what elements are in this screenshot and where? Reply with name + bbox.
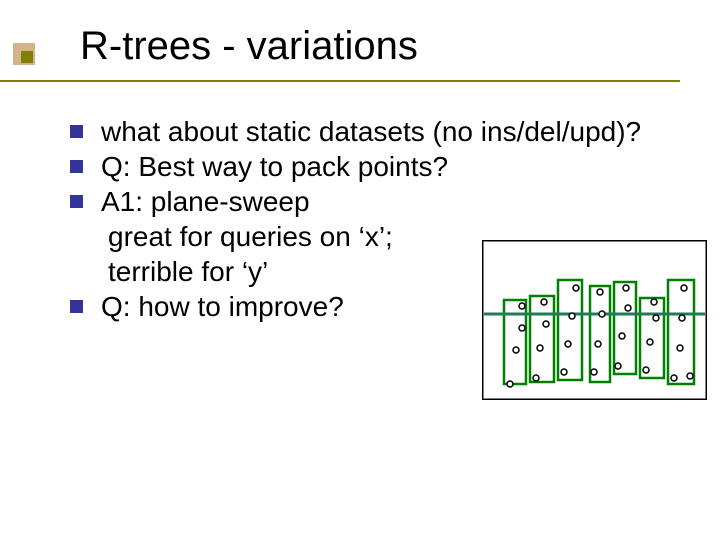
data-point [597, 289, 603, 295]
data-point [513, 347, 519, 353]
data-point [569, 313, 575, 319]
data-point [619, 333, 625, 339]
data-point [647, 339, 653, 345]
square-bullet-icon [70, 160, 83, 173]
data-point [565, 341, 571, 347]
title-bullet-icon [12, 42, 36, 66]
data-point [599, 311, 605, 317]
data-point [681, 285, 687, 291]
packing-diagram [482, 240, 707, 400]
data-point [595, 341, 601, 347]
data-point [561, 369, 567, 375]
bullet-text: A1: plane-sweep [101, 184, 690, 219]
data-point [591, 369, 597, 375]
data-point [679, 315, 685, 321]
title-underline [0, 80, 680, 82]
data-point [671, 375, 677, 381]
data-point [533, 375, 539, 381]
data-point [507, 381, 513, 387]
data-point [541, 299, 547, 305]
data-point [643, 367, 649, 373]
square-bullet-icon [70, 195, 83, 208]
square-bullet-icon [70, 125, 83, 138]
data-point [623, 285, 629, 291]
data-point [615, 363, 621, 369]
data-point [519, 303, 525, 309]
data-point [653, 315, 659, 321]
data-point [625, 305, 631, 311]
data-point [677, 345, 683, 351]
square-bullet-icon [70, 300, 83, 313]
bullet-item: A1: plane-sweep [70, 184, 690, 219]
slide: R-trees - variations what about static d… [0, 0, 720, 540]
data-point [519, 325, 525, 331]
data-point [543, 321, 549, 327]
bullet-item: what about static datasets (no ins/del/u… [70, 114, 690, 149]
data-point [651, 299, 657, 305]
data-point [537, 345, 543, 351]
bullet-text: what about static datasets (no ins/del/u… [101, 114, 690, 149]
data-point [573, 285, 579, 291]
bullet-item: Q: Best way to pack points? [70, 149, 690, 184]
slide-title: R-trees - variations [80, 24, 418, 69]
bullet-text: Q: Best way to pack points? [101, 149, 690, 184]
data-point [687, 373, 693, 379]
